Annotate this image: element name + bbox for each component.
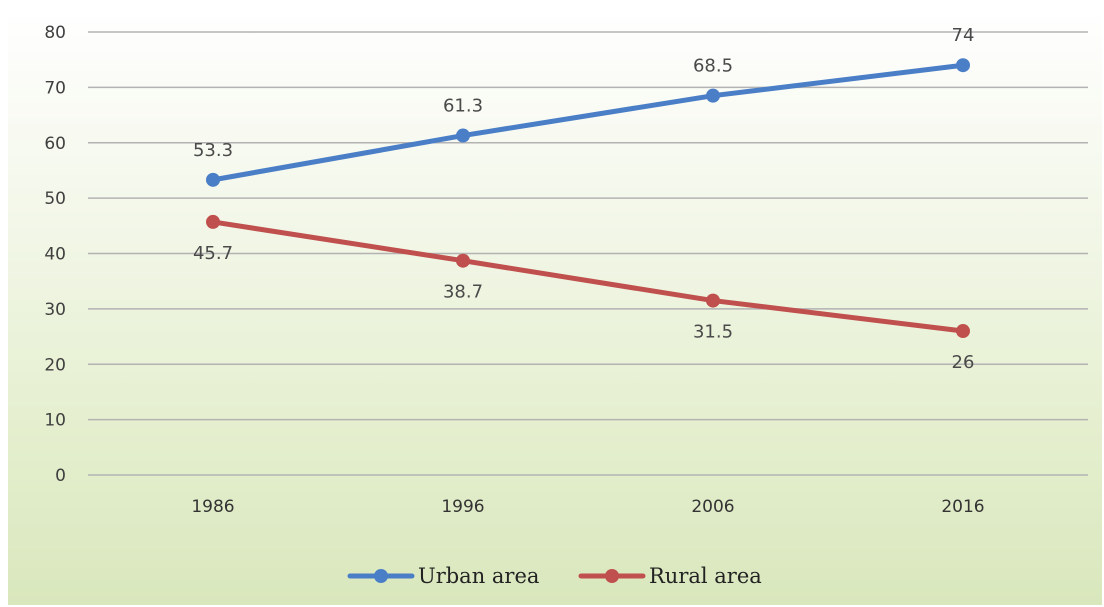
- y-tick-label-50: 50: [44, 189, 66, 209]
- grid-lines: [88, 31, 1088, 476]
- legend-item-urban-area: Urban area: [347, 564, 539, 588]
- data-label-urban-area-2006: 68.5: [693, 56, 733, 77]
- data-labels: 53.3 61.3 68.5 74 45.7 38.7 31.5 26: [193, 25, 974, 373]
- data-point-rural-area-2016: [956, 324, 970, 339]
- data-label-rural-area-2016: 26: [952, 352, 975, 373]
- y-tick-label-60: 60: [44, 134, 66, 154]
- y-tick-label-80: 80: [44, 23, 66, 43]
- data-label-rural-area-2006: 31.5: [693, 322, 733, 343]
- data-point-urban-area-2006: [706, 88, 720, 103]
- data-point-urban-area-1996: [456, 128, 470, 143]
- y-tick-label-20: 20: [44, 355, 66, 375]
- y-tick-label-0: 0: [55, 466, 66, 486]
- x-tick-label-2006: 2006: [691, 497, 734, 517]
- data-label-urban-area-1986: 53.3: [193, 140, 233, 161]
- legend-label-urban-area: Urban area: [418, 564, 539, 588]
- data-label-urban-area-2016: 74: [952, 25, 975, 46]
- y-tick-label-40: 40: [44, 245, 66, 265]
- x-tick-label-2016: 2016: [941, 497, 984, 517]
- legend-label-rural-area: Rural area: [649, 564, 762, 588]
- y-tick-label-70: 70: [44, 78, 66, 98]
- data-label-urban-area-1996: 61.3: [443, 96, 483, 117]
- legend-marker-rural-area: [605, 569, 619, 583]
- data-point-urban-area-2016: [956, 58, 970, 73]
- data-label-rural-area-1986: 45.7: [193, 243, 233, 264]
- series-group: [206, 58, 970, 339]
- data-point-rural-area-2006: [706, 293, 720, 308]
- legend: Urban area Rural area: [347, 564, 762, 588]
- legend-item-rural-area: Rural area: [578, 564, 762, 588]
- y-tick-label-30: 30: [44, 300, 66, 320]
- data-label-rural-area-1996: 38.7: [443, 282, 483, 303]
- x-tick-label-1986: 1986: [191, 497, 234, 517]
- data-point-rural-area-1996: [456, 253, 470, 268]
- y-tick-label-10: 10: [44, 411, 66, 431]
- x-axis-ticks: 1986 1996 2006 2016: [191, 497, 984, 517]
- data-point-urban-area-1986: [206, 172, 220, 187]
- data-point-rural-area-1986: [206, 214, 220, 229]
- legend-marker-urban-area: [374, 569, 388, 583]
- chart-area: [8, 8, 1102, 605]
- series-line-urban-area: [210, 62, 966, 183]
- x-tick-label-1996: 1996: [441, 497, 484, 517]
- series-line-rural-area: [210, 219, 966, 334]
- y-axis-ticks: 0 10 20 30 40 50 60 70 80: [44, 23, 66, 486]
